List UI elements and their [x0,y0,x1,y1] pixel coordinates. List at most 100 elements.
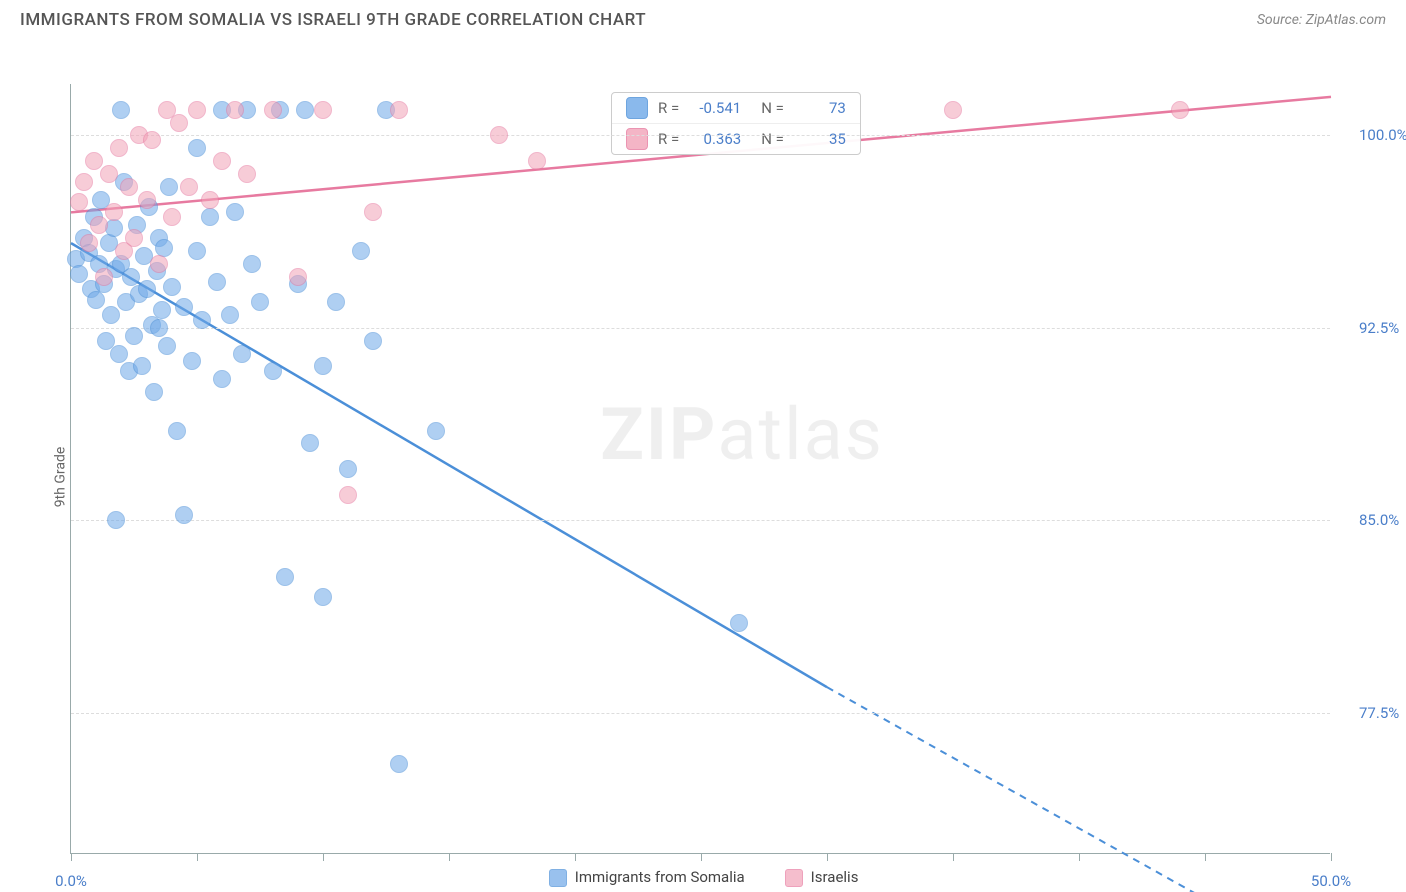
data-point [150,255,168,273]
data-point [188,242,206,260]
data-point [1171,101,1189,119]
data-point [264,101,282,119]
data-point [233,345,251,363]
gridline [71,135,1330,136]
chart-title: IMMIGRANTS FROM SOMALIA VS ISRAELI 9TH G… [20,10,646,30]
data-point [183,352,201,370]
r-value: 0.363 [689,130,741,148]
n-value: 73 [794,99,846,117]
data-point [105,203,123,221]
data-point [188,139,206,157]
data-point [339,460,357,478]
data-point [125,229,143,247]
data-point [390,101,408,119]
r-label: R = [658,99,679,117]
data-point [158,337,176,355]
data-point [105,219,123,237]
y-tick-label: 100.0% [1359,126,1406,144]
legend-label: Immigrants from Somalia [575,868,745,886]
source-attribution: Source: ZipAtlas.com [1257,12,1386,28]
data-point [180,178,198,196]
legend-item: Israelis [785,868,859,887]
data-point [339,486,357,504]
x-tick [1079,853,1080,861]
data-point [125,327,143,345]
gridline [71,713,1330,714]
n-label: N = [761,99,784,117]
data-point [193,311,211,329]
legend-swatch [626,128,648,150]
data-point [226,101,244,119]
data-point [327,293,345,311]
correlation-legend: R = -0.541 N = 73R = 0.363 N = 35 [611,92,861,155]
x-tick-label: 0.0% [55,872,87,890]
x-tick [323,853,324,861]
data-point [352,242,370,260]
x-tick [701,853,702,861]
data-point [112,101,130,119]
data-point [163,208,181,226]
data-point [314,588,332,606]
x-tick [449,853,450,861]
x-tick [1205,853,1206,861]
legend-swatch [549,869,567,887]
legend-swatch [626,97,648,119]
regression-extrapolation [827,687,1331,892]
data-point [90,216,108,234]
data-point [201,208,219,226]
data-point [102,306,120,324]
data-point [100,165,118,183]
data-point [85,152,103,170]
x-tick-label: 50.0% [1311,872,1351,890]
y-axis-label: 9th Grade [52,447,68,508]
data-point [238,165,256,183]
data-point [213,152,231,170]
data-point [145,383,163,401]
data-point [120,178,138,196]
x-tick [71,853,72,861]
n-value: 35 [794,130,846,148]
data-point [122,268,140,286]
x-tick [827,853,828,861]
data-point [301,434,319,452]
y-tick-label: 77.5% [1359,704,1399,722]
data-point [153,301,171,319]
data-point [528,152,546,170]
data-point [143,131,161,149]
data-point [138,280,156,298]
data-point [364,332,382,350]
gridline [71,328,1330,329]
data-point [296,101,314,119]
data-point [213,370,231,388]
x-tick [953,853,954,861]
data-point [490,126,508,144]
data-point [160,178,178,196]
data-point [133,357,151,375]
data-point [944,101,962,119]
data-point [314,357,332,375]
data-point [150,319,168,337]
data-point [289,268,307,286]
data-point [226,203,244,221]
legend-row: R =0.363N =35 [612,123,860,154]
data-point [427,422,445,440]
r-value: -0.541 [689,99,741,117]
data-point [95,268,113,286]
data-point [264,362,282,380]
legend-row: R = -0.541 N = 73 [612,93,860,123]
legend-label: Israelis [811,868,859,886]
data-point [70,265,88,283]
data-point [221,306,239,324]
x-tick [575,853,576,861]
x-tick [1331,853,1332,861]
plot-area: ZIPatlas R =-0.541N =73R =0.363N =35 77.… [70,84,1330,854]
data-point [208,273,226,291]
gridline [71,520,1330,521]
data-point [175,506,193,524]
data-point [80,234,98,252]
data-point [314,101,332,119]
n-label: N = [761,130,784,148]
data-point [138,191,156,209]
data-point [390,755,408,773]
data-point [87,291,105,309]
